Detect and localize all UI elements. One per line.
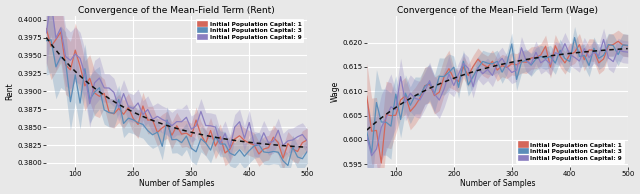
Initial Population Capital: 1: (158, 0.387): 1: (158, 0.387) — [105, 111, 113, 113]
Initial Population Capital: 1: (458, 0.617): 1: (458, 0.617) — [600, 58, 607, 60]
Initial Population Capital: 9: (167, 0.39): 9: (167, 0.39) — [110, 91, 118, 94]
Y-axis label: Rent: Rent — [6, 82, 15, 100]
Initial Population Capital: 3: (108, 0.604): 3: (108, 0.604) — [397, 118, 404, 121]
Initial Population Capital: 3: (225, 0.611): 3: (225, 0.611) — [465, 84, 472, 86]
Initial Population Capital: 9: (108, 0.395): 9: (108, 0.395) — [76, 57, 84, 60]
Initial Population Capital: 1: (50, 0.609): 1: (50, 0.609) — [363, 95, 371, 97]
Initial Population Capital: 1: (50, 0.399): 1: (50, 0.399) — [42, 28, 50, 30]
Initial Population Capital: 3: (467, 0.38): 3: (467, 0.38) — [284, 164, 292, 167]
Initial Population Capital: 1: (492, 0.383): 1: (492, 0.383) — [298, 141, 306, 144]
Initial Population Capital: 9: (50, 0.601): 9: (50, 0.601) — [363, 135, 371, 138]
Initial Population Capital: 9: (142, 0.392): 9: (142, 0.392) — [95, 77, 103, 79]
Initial Population Capital: 3: (492, 0.381): 3: (492, 0.381) — [298, 158, 306, 160]
Initial Population Capital: 9: (58.3, 0.597): 9: (58.3, 0.597) — [368, 154, 376, 157]
Initial Population Capital: 9: (167, 0.609): 9: (167, 0.609) — [431, 93, 438, 95]
Line: Initial Population Capital: 1: Initial Population Capital: 1 — [46, 29, 307, 158]
Line: Initial Population Capital: 1: Initial Population Capital: 1 — [367, 41, 628, 163]
Initial Population Capital: 9: (142, 0.608): 9: (142, 0.608) — [416, 99, 424, 101]
Initial Population Capital: 9: (50, 0.398): 9: (50, 0.398) — [42, 32, 50, 34]
Initial Population Capital: 1: (108, 0.608): 1: (108, 0.608) — [397, 99, 404, 101]
Initial Population Capital: 9: (492, 0.384): 9: (492, 0.384) — [298, 133, 306, 136]
Line: Initial Population Capital: 3: Initial Population Capital: 3 — [46, 40, 307, 165]
Initial Population Capital: 3: (58.3, 0.597): 3: (58.3, 0.597) — [368, 152, 376, 154]
Initial Population Capital: 3: (458, 0.38): 3: (458, 0.38) — [279, 160, 287, 162]
Initial Population Capital: 9: (500, 0.618): 9: (500, 0.618) — [624, 51, 632, 53]
Initial Population Capital: 1: (142, 0.609): 1: (142, 0.609) — [416, 97, 424, 99]
Legend: Initial Population Capital: 1, Initial Population Capital: 3, Initial Population: Initial Population Capital: 1, Initial P… — [516, 140, 625, 164]
Initial Population Capital: 9: (458, 0.621): 9: (458, 0.621) — [600, 38, 607, 41]
Initial Population Capital: 3: (167, 0.609): 3: (167, 0.609) — [431, 93, 438, 95]
Initial Population Capital: 3: (500, 0.382): 3: (500, 0.382) — [303, 150, 311, 152]
Initial Population Capital: 9: (492, 0.618): 9: (492, 0.618) — [619, 50, 627, 53]
Initial Population Capital: 1: (100, 0.396): 1: (100, 0.396) — [72, 49, 79, 51]
Initial Population Capital: 9: (500, 0.383): 9: (500, 0.383) — [303, 140, 311, 142]
Initial Population Capital: 1: (450, 0.383): 1: (450, 0.383) — [275, 142, 282, 144]
Initial Population Capital: 3: (167, 0.387): 3: (167, 0.387) — [110, 112, 118, 114]
Line: Initial Population Capital: 9: Initial Population Capital: 9 — [367, 39, 628, 156]
Initial Population Capital: 9: (225, 0.387): 9: (225, 0.387) — [144, 108, 152, 111]
Initial Population Capital: 1: (75, 0.595): 1: (75, 0.595) — [378, 162, 385, 164]
Initial Population Capital: 9: (367, 0.382): 9: (367, 0.382) — [226, 147, 234, 149]
Initial Population Capital: 3: (50, 0.602): 3: (50, 0.602) — [363, 131, 371, 133]
Initial Population Capital: 3: (467, 0.62): 3: (467, 0.62) — [605, 43, 612, 46]
Initial Population Capital: 1: (133, 0.39): 1: (133, 0.39) — [91, 92, 99, 94]
Initial Population Capital: 3: (142, 0.39): 3: (142, 0.39) — [95, 87, 103, 89]
Initial Population Capital: 3: (492, 0.62): 3: (492, 0.62) — [619, 44, 627, 46]
Title: Convergence of the Mean-Field Term (Rent): Convergence of the Mean-Field Term (Rent… — [78, 6, 275, 15]
X-axis label: Number of Samples: Number of Samples — [460, 179, 535, 188]
Y-axis label: Wage: Wage — [331, 81, 340, 102]
Initial Population Capital: 9: (225, 0.615): 9: (225, 0.615) — [465, 67, 472, 69]
Initial Population Capital: 3: (500, 0.619): 3: (500, 0.619) — [624, 44, 632, 47]
Initial Population Capital: 1: (217, 0.388): 1: (217, 0.388) — [139, 105, 147, 107]
Initial Population Capital: 9: (467, 0.383): 9: (467, 0.383) — [284, 140, 292, 142]
Line: Initial Population Capital: 3: Initial Population Capital: 3 — [367, 38, 628, 153]
Initial Population Capital: 3: (142, 0.609): 3: (142, 0.609) — [416, 94, 424, 97]
Initial Population Capital: 3: (50, 0.397): 3: (50, 0.397) — [42, 40, 50, 42]
Initial Population Capital: 3: (108, 0.388): 3: (108, 0.388) — [76, 102, 84, 104]
Initial Population Capital: 9: (108, 0.613): 9: (108, 0.613) — [397, 75, 404, 78]
Initial Population Capital: 3: (225, 0.385): 3: (225, 0.385) — [144, 129, 152, 132]
Initial Population Capital: 3: (408, 0.621): 3: (408, 0.621) — [571, 36, 579, 39]
X-axis label: Number of Samples: Number of Samples — [139, 179, 214, 188]
Initial Population Capital: 1: (167, 0.609): 1: (167, 0.609) — [431, 94, 438, 97]
Initial Population Capital: 1: (483, 0.62): 1: (483, 0.62) — [614, 40, 622, 42]
Line: Initial Population Capital: 9: Initial Population Capital: 9 — [46, 2, 307, 148]
Title: Convergence of the Mean-Field Term (Wage): Convergence of the Mean-Field Term (Wage… — [397, 6, 598, 15]
Initial Population Capital: 1: (225, 0.613): 1: (225, 0.613) — [465, 74, 472, 77]
Legend: Initial Population Capital: 1, Initial Population Capital: 3, Initial Population: Initial Population Capital: 1, Initial P… — [196, 19, 304, 43]
Initial Population Capital: 3: (58.3, 0.397): 3: (58.3, 0.397) — [47, 39, 55, 41]
Initial Population Capital: 1: (492, 0.62): 1: (492, 0.62) — [619, 44, 627, 46]
Initial Population Capital: 1: (500, 0.619): 1: (500, 0.619) — [624, 45, 632, 47]
Initial Population Capital: 1: (458, 0.381): 1: (458, 0.381) — [279, 157, 287, 159]
Initial Population Capital: 9: (467, 0.617): 9: (467, 0.617) — [605, 57, 612, 59]
Initial Population Capital: 1: (500, 0.383): 1: (500, 0.383) — [303, 139, 311, 141]
Initial Population Capital: 9: (58.3, 0.403): 9: (58.3, 0.403) — [47, 0, 55, 3]
